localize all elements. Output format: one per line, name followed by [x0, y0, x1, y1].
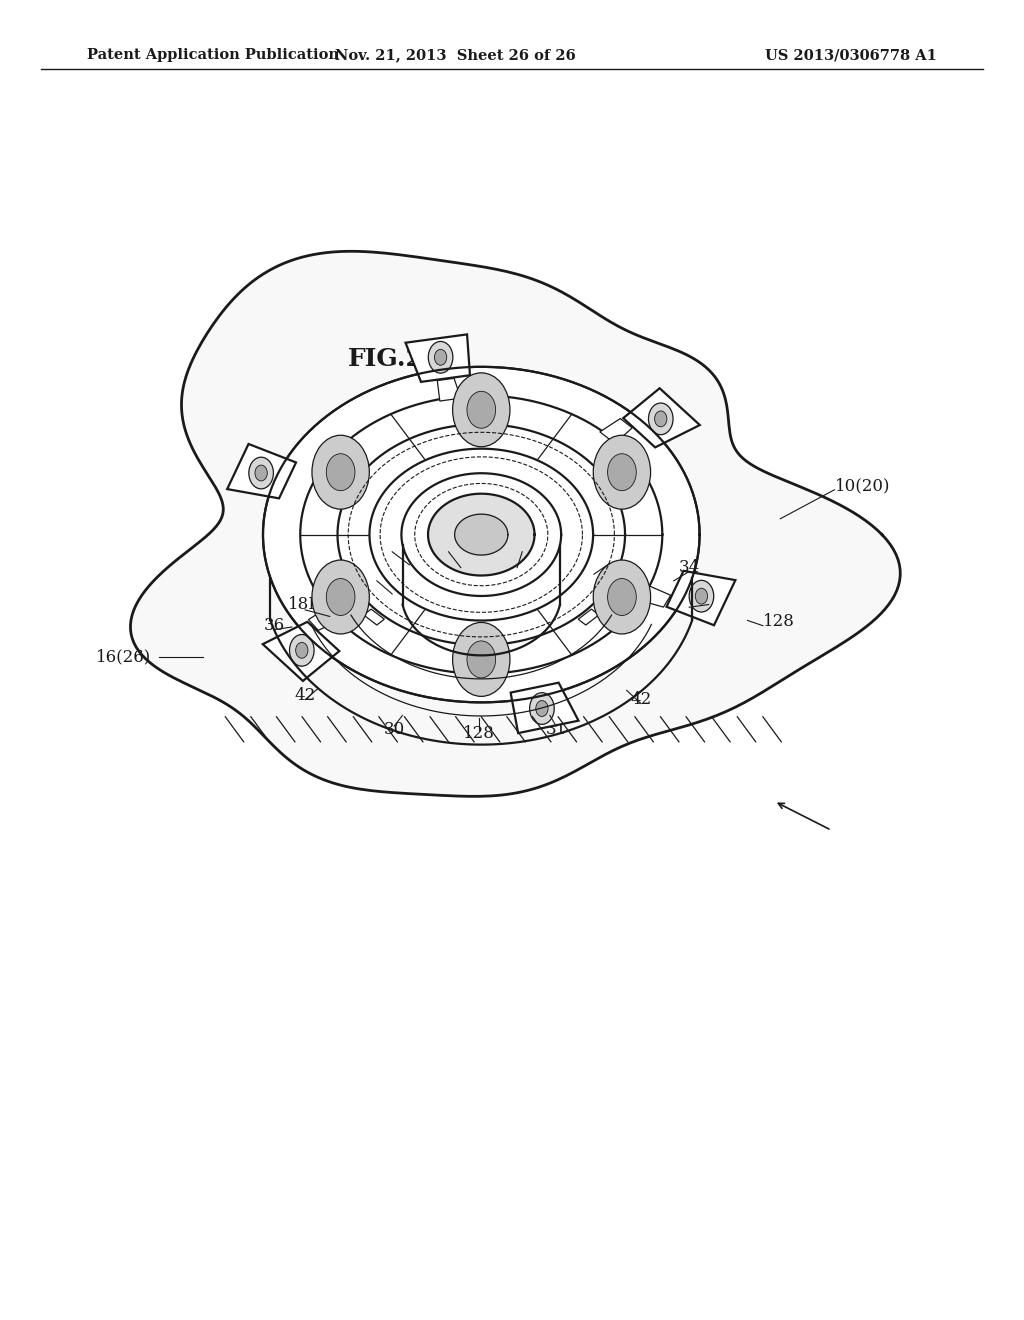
- Circle shape: [648, 403, 673, 434]
- Circle shape: [695, 589, 708, 605]
- Circle shape: [529, 693, 554, 725]
- Circle shape: [593, 560, 650, 634]
- Circle shape: [654, 411, 667, 426]
- Text: 34: 34: [679, 560, 699, 576]
- Text: Patent Application Publication: Patent Application Publication: [87, 49, 339, 62]
- Circle shape: [607, 578, 636, 615]
- Circle shape: [290, 635, 314, 667]
- Polygon shape: [263, 622, 339, 681]
- Circle shape: [434, 350, 446, 366]
- Text: Nov. 21, 2013  Sheet 26 of 26: Nov. 21, 2013 Sheet 26 of 26: [335, 49, 577, 62]
- Circle shape: [689, 581, 714, 612]
- Text: 36: 36: [264, 618, 285, 634]
- Polygon shape: [471, 672, 492, 692]
- Text: 10(20): 10(20): [835, 478, 890, 494]
- Polygon shape: [227, 444, 296, 499]
- Polygon shape: [308, 606, 341, 631]
- Circle shape: [312, 560, 370, 634]
- Circle shape: [296, 643, 308, 659]
- Polygon shape: [600, 418, 632, 444]
- Text: 16(26): 16(26): [96, 649, 152, 665]
- Text: 42: 42: [631, 692, 651, 708]
- Circle shape: [428, 342, 453, 374]
- Circle shape: [536, 701, 548, 717]
- Polygon shape: [401, 474, 561, 595]
- Circle shape: [453, 623, 510, 697]
- Circle shape: [467, 391, 496, 428]
- Text: 18B: 18B: [289, 597, 322, 612]
- Polygon shape: [300, 396, 663, 673]
- Text: FIG.21: FIG.21: [347, 347, 441, 371]
- Text: 30: 30: [384, 722, 404, 738]
- Polygon shape: [263, 367, 699, 702]
- Circle shape: [327, 578, 355, 615]
- Polygon shape: [624, 388, 699, 447]
- Polygon shape: [437, 379, 461, 401]
- Polygon shape: [667, 570, 735, 626]
- Text: 128: 128: [763, 614, 795, 630]
- Polygon shape: [338, 424, 625, 645]
- Polygon shape: [364, 609, 384, 626]
- Polygon shape: [638, 585, 671, 607]
- Polygon shape: [370, 449, 593, 620]
- Circle shape: [255, 465, 267, 480]
- Text: 17: 17: [367, 568, 387, 583]
- Circle shape: [249, 457, 273, 488]
- Text: 31: 31: [546, 722, 566, 738]
- Polygon shape: [472, 647, 490, 655]
- Text: 33: 33: [698, 593, 719, 609]
- Polygon shape: [428, 494, 535, 576]
- Text: 42: 42: [295, 688, 315, 704]
- Polygon shape: [511, 682, 579, 733]
- Text: 18(28): 18(28): [582, 550, 637, 566]
- Text: 40: 40: [438, 539, 459, 554]
- Text: 128: 128: [376, 539, 409, 554]
- Circle shape: [453, 372, 510, 446]
- Circle shape: [327, 454, 355, 491]
- Text: 128: 128: [463, 726, 496, 742]
- Circle shape: [607, 454, 636, 491]
- Polygon shape: [455, 515, 508, 554]
- Circle shape: [593, 436, 650, 510]
- Text: US 2013/0306778 A1: US 2013/0306778 A1: [765, 49, 937, 62]
- Circle shape: [312, 436, 370, 510]
- Polygon shape: [579, 609, 599, 626]
- Polygon shape: [406, 334, 470, 381]
- Circle shape: [467, 642, 496, 678]
- Text: 30A: 30A: [506, 539, 539, 554]
- Polygon shape: [130, 251, 900, 796]
